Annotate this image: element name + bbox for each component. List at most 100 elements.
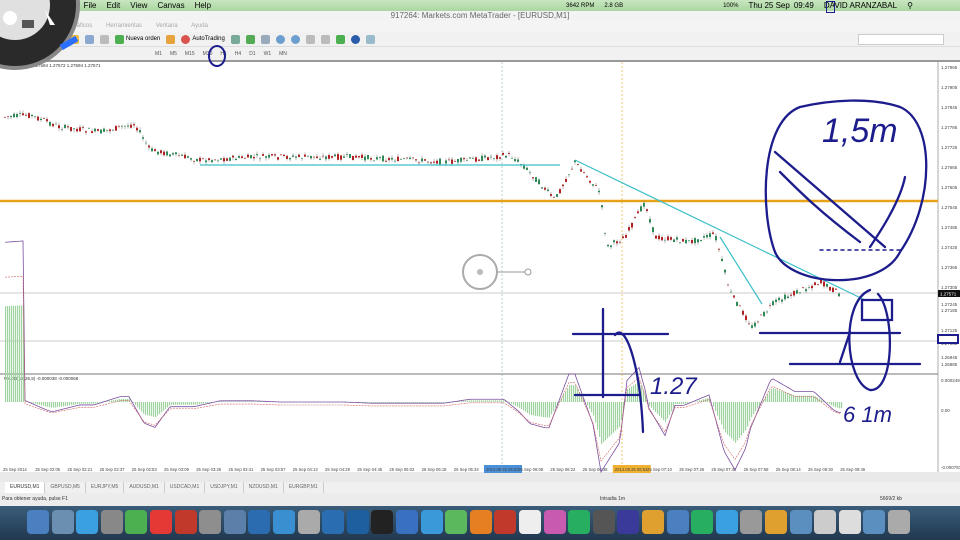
dock-app-icon[interactable] bbox=[494, 510, 517, 534]
menu-edit[interactable]: Edit bbox=[106, 1, 121, 10]
dock-app-icon[interactable] bbox=[789, 510, 812, 534]
date[interactable]: Thu 25 Sep bbox=[748, 1, 790, 10]
templates-icon[interactable] bbox=[365, 34, 375, 44]
bar-chart-icon[interactable] bbox=[230, 34, 240, 44]
dock-app-icon[interactable] bbox=[715, 510, 738, 534]
pen-tool-overlay[interactable] bbox=[0, 0, 240, 80]
macd-histogram-bar bbox=[723, 402, 725, 430]
dock-app-icon[interactable] bbox=[691, 510, 714, 534]
dock-app-icon[interactable] bbox=[346, 510, 369, 534]
autotrading-button[interactable]: AutoTrading bbox=[181, 34, 225, 44]
dock-app-icon[interactable] bbox=[371, 510, 394, 534]
dock-app-icon[interactable] bbox=[838, 510, 861, 534]
experts-icon[interactable] bbox=[166, 34, 176, 44]
dock-app-icon[interactable] bbox=[617, 510, 640, 534]
menu-ayuda[interactable]: Ayuda bbox=[191, 23, 208, 29]
dock-app-icon[interactable] bbox=[666, 510, 689, 534]
chart-window[interactable]: EURUSD,M1 1.27594 1.27572 1.27594 1.2757… bbox=[0, 60, 960, 474]
periods-icon[interactable] bbox=[350, 34, 360, 44]
tab-nzdusd-m1[interactable]: NZDUSD,M1 bbox=[244, 482, 284, 493]
menu-file[interactable]: File bbox=[83, 1, 97, 10]
menu-graficos[interactable]: Gráficos bbox=[70, 23, 93, 29]
dock-app-icon[interactable] bbox=[248, 510, 271, 534]
dock-app-icon[interactable] bbox=[273, 510, 295, 534]
menu-canvas[interactable]: Canvas bbox=[157, 1, 185, 10]
line-chart-icon[interactable] bbox=[260, 34, 270, 44]
candle bbox=[604, 233, 606, 234]
tf-h1[interactable]: H1 bbox=[220, 50, 227, 57]
dock-app-icon[interactable] bbox=[642, 510, 664, 534]
dock-app-icon[interactable] bbox=[297, 510, 320, 534]
zoom-out-icon[interactable] bbox=[290, 34, 300, 44]
tab-eurusd-m1[interactable]: EURUSD,M1 bbox=[5, 482, 46, 493]
dock-app-icon[interactable] bbox=[863, 510, 886, 534]
macd-histogram-bar bbox=[179, 402, 181, 405]
macd-histogram-bar bbox=[127, 398, 129, 402]
tab-eurjpy-m5[interactable]: EURJPY,M5 bbox=[86, 482, 125, 493]
candle bbox=[232, 155, 234, 158]
tab-eurgbp-m1[interactable]: EURGBP,M1 bbox=[284, 482, 324, 493]
dock-app-icon[interactable] bbox=[765, 510, 787, 534]
menu-help[interactable]: Help bbox=[194, 1, 212, 10]
tf-m30[interactable]: M30 bbox=[202, 50, 213, 57]
dock-app-icon[interactable] bbox=[445, 510, 468, 534]
search-input[interactable] bbox=[858, 34, 944, 45]
dock-app-icon[interactable] bbox=[592, 510, 615, 534]
dock-app-icon[interactable] bbox=[100, 510, 123, 534]
spotlight-icon[interactable]: ⚲ bbox=[907, 1, 913, 10]
tab-gbpusd-m5[interactable]: GBPUSD,M5 bbox=[45, 482, 86, 493]
autoscroll-icon[interactable] bbox=[320, 34, 330, 44]
dock-app-icon[interactable] bbox=[568, 510, 591, 534]
candle bbox=[790, 294, 792, 296]
menu-herramientas[interactable]: Herramientas bbox=[106, 23, 143, 29]
dock-app-icon[interactable] bbox=[223, 510, 246, 534]
tf-d1[interactable]: D1 bbox=[249, 50, 256, 57]
dock-app-icon[interactable] bbox=[543, 510, 566, 534]
dock-app-icon[interactable] bbox=[396, 510, 418, 534]
battery[interactable]: 100% bbox=[723, 2, 739, 9]
price-label: 1.27365 bbox=[941, 265, 958, 270]
dock-app-icon[interactable] bbox=[740, 510, 763, 534]
tf-mn[interactable]: MN bbox=[279, 50, 287, 57]
dock-app-icon[interactable] bbox=[174, 510, 197, 534]
new-order-button[interactable]: Nueva orden bbox=[115, 34, 160, 44]
window-icon[interactable] bbox=[85, 34, 94, 44]
dock-app-icon[interactable] bbox=[51, 510, 74, 534]
dock-app-icon[interactable] bbox=[519, 510, 541, 534]
candle bbox=[313, 156, 315, 158]
zoom-window-icon[interactable] bbox=[100, 34, 109, 44]
candle bbox=[214, 159, 216, 161]
candle bbox=[595, 185, 597, 186]
dock-app-icon[interactable] bbox=[125, 510, 148, 534]
tab-usdcad-m1[interactable]: USDCAD,M1 bbox=[165, 482, 206, 493]
menu-view[interactable]: View bbox=[130, 1, 148, 10]
menu-ventana[interactable]: Ventana bbox=[155, 23, 178, 29]
tab-audusd-m1[interactable]: AUDUSD,M1 bbox=[124, 482, 165, 493]
tf-m1[interactable]: M1 bbox=[155, 50, 162, 57]
candles-icon[interactable] bbox=[245, 34, 255, 44]
tf-m5[interactable]: M5 bbox=[169, 50, 177, 57]
dock-app-icon[interactable] bbox=[76, 510, 99, 534]
user[interactable]: DAVID ARANZABAL bbox=[823, 1, 898, 10]
macd-histogram-bar bbox=[511, 402, 513, 404]
drag-handle-widget[interactable] bbox=[462, 254, 532, 290]
tf-w1[interactable]: W1 bbox=[263, 50, 272, 57]
dock-app-icon[interactable] bbox=[150, 510, 172, 534]
dock-app-icon[interactable] bbox=[888, 510, 910, 534]
dock-app-icon[interactable] bbox=[27, 510, 49, 534]
zoom-in-icon[interactable] bbox=[275, 34, 285, 44]
macd-histogram-bar bbox=[445, 402, 447, 403]
dock-app-icon[interactable] bbox=[469, 510, 492, 534]
clock[interactable]: 09:49 bbox=[793, 1, 814, 10]
macd-histogram-bar bbox=[191, 402, 193, 405]
dock-app-icon[interactable] bbox=[322, 510, 345, 534]
dock-app-icon[interactable] bbox=[814, 510, 837, 534]
candle bbox=[19, 113, 21, 114]
dock-app-icon[interactable] bbox=[420, 510, 443, 534]
dock-app-icon[interactable] bbox=[199, 510, 222, 534]
tf-h4[interactable]: H4 bbox=[234, 50, 242, 57]
tab-usdjpy-m1[interactable]: USDJPY,M1 bbox=[205, 482, 244, 493]
tf-m15[interactable]: M15 bbox=[184, 50, 195, 57]
indicators-icon[interactable] bbox=[335, 34, 345, 44]
tile-icon[interactable] bbox=[305, 34, 315, 44]
